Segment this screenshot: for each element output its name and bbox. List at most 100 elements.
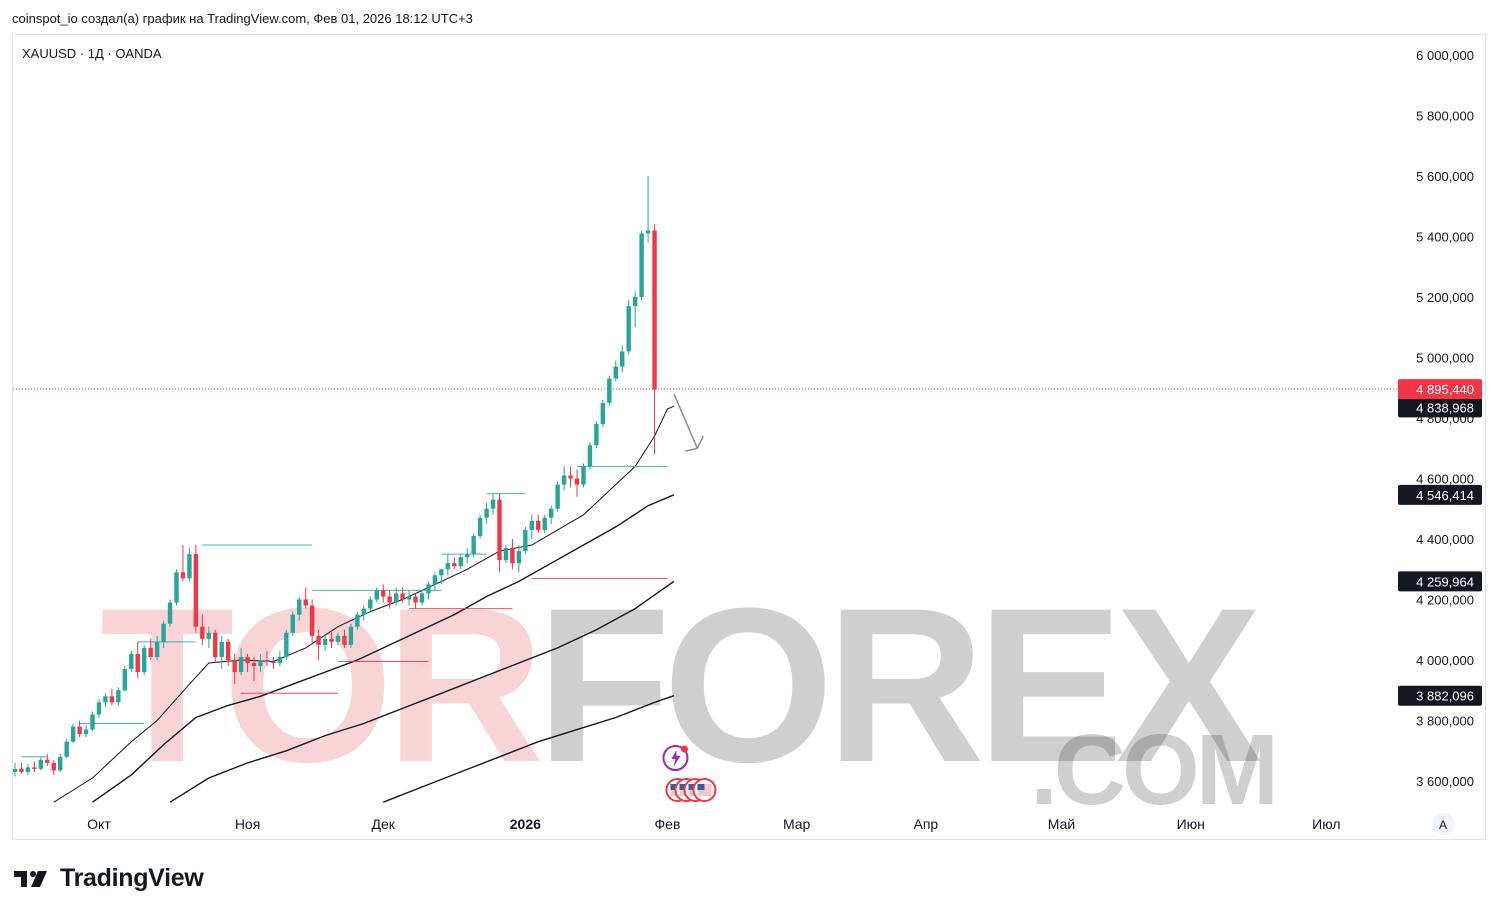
candle-up — [600, 402, 606, 425]
price-tick-label: 3 600,000 — [1416, 774, 1474, 789]
candle-up — [529, 520, 534, 530]
candle-up — [348, 626, 354, 645]
candle-down — [497, 499, 502, 561]
current-price-label: 4 895,440 — [1416, 382, 1474, 397]
candle-up — [64, 741, 69, 757]
candle-up — [129, 653, 134, 670]
time-tick-label: Окт — [87, 816, 111, 832]
candle-down — [303, 599, 308, 606]
candle-up — [96, 702, 102, 715]
ma-price-label: 4 259,964 — [1416, 574, 1474, 589]
candle-up — [620, 351, 625, 367]
moving-average-2 — [92, 494, 675, 803]
candle-down — [387, 596, 392, 603]
candle-down — [251, 663, 257, 667]
candle-down — [652, 230, 657, 390]
candle-up — [122, 669, 128, 691]
candle-up — [471, 535, 476, 555]
event-dot-icon — [680, 745, 688, 753]
candle-up — [12, 768, 18, 772]
lightning-bolt-icon — [671, 750, 681, 767]
forecast-arrow-head — [685, 435, 704, 452]
candle-down — [316, 635, 321, 645]
time-tick-label: Май — [1048, 816, 1075, 832]
tradingview-footer[interactable]: TradingView — [14, 864, 204, 893]
price-tick-label: 5 000,000 — [1416, 351, 1474, 366]
candle-up — [393, 593, 399, 603]
candle-up — [555, 484, 560, 509]
price-tick-label: 5 600,000 — [1416, 169, 1474, 184]
time-tick-label: Ноя — [235, 816, 260, 832]
current-price-badge — [1398, 379, 1482, 400]
candle-up — [432, 575, 438, 585]
candle-up — [374, 590, 379, 600]
moving-average-4 — [382, 695, 675, 803]
candle-up — [142, 647, 147, 673]
candle-up — [406, 596, 412, 600]
candle-up — [290, 614, 295, 633]
candle-up — [458, 557, 463, 567]
candle-down — [452, 563, 457, 567]
candle-up — [426, 584, 431, 594]
candle-up — [445, 563, 451, 570]
forecast-arrow — [673, 393, 698, 449]
candle-down — [245, 656, 250, 664]
time-tick-label: Июл — [1312, 816, 1340, 832]
candle-up — [516, 551, 522, 564]
candle-down — [271, 661, 276, 664]
candle-up — [645, 230, 651, 234]
price-tick-label: 5 400,000 — [1416, 230, 1474, 245]
candle-down — [225, 641, 231, 660]
candle-up — [187, 554, 192, 579]
candle-down — [180, 572, 186, 579]
candle-down — [45, 759, 50, 763]
candle-up — [361, 608, 367, 615]
candle-up — [477, 517, 483, 536]
candle-down — [568, 475, 573, 479]
price-tick-label: 6 000,000 — [1416, 48, 1474, 63]
candle-up — [503, 548, 509, 561]
time-tick-label: 2026 — [510, 816, 541, 832]
price-tick-label: 4 200,000 — [1416, 593, 1474, 608]
candle-up — [542, 517, 547, 530]
candle-up — [58, 756, 63, 771]
candle-down — [536, 520, 541, 530]
candle-up — [161, 623, 166, 642]
ma-price-badge — [1398, 571, 1482, 592]
candle-down — [19, 768, 24, 772]
candle-up — [587, 445, 593, 467]
moving-average-3 — [169, 580, 675, 803]
price-tick-label: 5 800,000 — [1416, 109, 1474, 124]
price-tick-label: 3 800,000 — [1416, 714, 1474, 729]
time-tick-label: Фев — [655, 816, 681, 832]
candle-up — [284, 632, 289, 657]
candle-up — [419, 593, 425, 603]
candle-up — [25, 767, 31, 772]
candle-up — [523, 529, 528, 552]
candle-up — [238, 656, 244, 673]
candle-up — [174, 572, 179, 603]
candle-down — [413, 596, 418, 603]
price-tick-label: 4 000,000 — [1416, 653, 1474, 668]
ma-price-label: 3 882,096 — [1416, 689, 1474, 704]
time-tick-label: Мар — [783, 816, 811, 832]
candle-up — [38, 759, 44, 769]
candle-down — [135, 653, 140, 673]
moving-average-1 — [53, 405, 675, 803]
candle-up — [335, 635, 341, 642]
candle-up — [484, 508, 489, 518]
time-tick-label: Июн — [1177, 816, 1205, 832]
candle-down — [109, 696, 115, 703]
watermark-domain: .COM — [1030, 714, 1279, 826]
candle-down — [200, 626, 205, 639]
auto-scale-button[interactable] — [1432, 813, 1454, 835]
us-flag-canton — [670, 784, 678, 790]
candle-up — [613, 366, 618, 379]
ma-price-badge — [1398, 397, 1482, 418]
candle-up — [116, 690, 121, 703]
candle-up — [368, 599, 373, 609]
candle-down — [193, 554, 199, 627]
candle-down — [342, 635, 347, 645]
candle-down — [148, 647, 153, 657]
